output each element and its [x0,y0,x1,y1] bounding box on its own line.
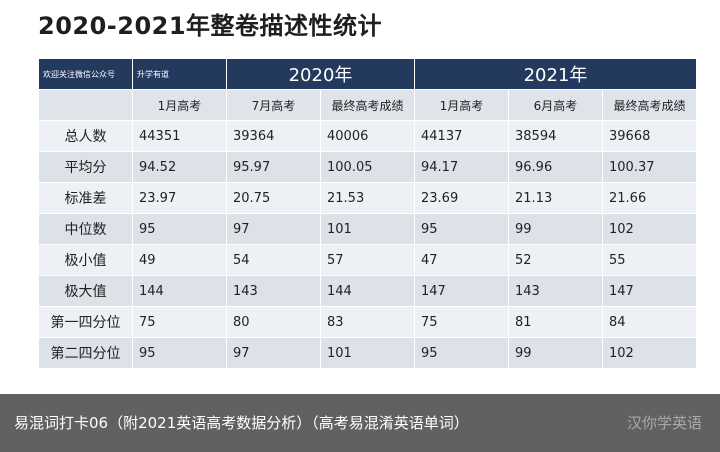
row-label: 极大值 [38,275,133,307]
table-row: 标准差 23.97 20.75 21.53 23.69 21.13 21.66 [38,182,698,214]
table-cell: 94.17 [414,151,509,183]
table-cell: 100.37 [601,151,698,183]
table-cell: 52 [508,244,603,276]
stats-table: 欢迎关注微信公众号 升学有道 2020年 2021年 1月高考 7月高考 最终高… [38,58,698,369]
table-cell: 99 [508,337,603,369]
table-cell: 96.96 [508,151,603,183]
row-label: 第二四分位 [38,337,133,369]
table-cell: 57 [320,244,415,276]
promo-right: 升学有道 [132,58,227,90]
subheader-cell [38,89,133,121]
table-row: 第一四分位 75 80 83 75 81 84 [38,306,698,338]
table-cell: 81 [508,306,603,338]
table-row: 极大值 144 143 144 147 143 147 [38,275,698,307]
table-cell: 80 [226,306,321,338]
subheader-cell: 6月高考 [508,89,603,121]
table-cell: 44137 [414,120,509,152]
subheader-cell: 最终高考成绩 [320,89,415,121]
row-label: 极小值 [38,244,133,276]
table-cell: 39364 [226,120,321,152]
table-cell: 95 [132,337,227,369]
table-cell: 75 [414,306,509,338]
table-cell: 102 [601,337,698,369]
table-cell: 40006 [320,120,415,152]
subheader-cell: 1月高考 [414,89,509,121]
year-2021-header: 2021年 [413,58,698,90]
table-cell: 147 [414,275,509,307]
table-row: 极小值 49 54 57 47 52 55 [38,244,698,276]
row-label: 标准差 [38,182,133,214]
table-cell: 21.13 [508,182,603,214]
table-cell: 84 [601,306,698,338]
table-cell: 97 [226,337,321,369]
row-label: 中位数 [38,213,133,245]
table-cell: 39668 [601,120,698,152]
promo-left: 欢迎关注微信公众号 [38,58,133,90]
table-cell: 21.66 [601,182,698,214]
table-cell: 23.97 [132,182,227,214]
table-cell: 100.05 [320,151,415,183]
row-label: 平均分 [38,151,133,183]
table-row: 中位数 95 97 101 95 99 102 [38,213,698,245]
table-cell: 101 [320,213,415,245]
watermark: 汉你学英语 [626,414,702,432]
table-body: 总人数 44351 39364 40006 44137 38594 39668 平均分 94.5… [38,120,698,369]
table-cell: 144 [320,275,415,307]
table-cell: 143 [508,275,603,307]
table-row: 第二四分位 95 97 101 95 99 102 [38,337,698,369]
subheader-cell: 7月高考 [226,89,321,121]
subheader-cell: 最终高考成绩 [601,89,698,121]
table-cell: 49 [132,244,227,276]
table-cell: 44351 [132,120,227,152]
table-cell: 38594 [508,120,603,152]
table-cell: 95 [414,213,509,245]
table-cell: 95.97 [226,151,321,183]
table-cell: 95 [414,337,509,369]
page-title: 2020-2021年整卷描述性统计 [38,12,383,40]
row-label: 第一四分位 [38,306,133,338]
row-label: 总人数 [38,120,133,152]
table-subheader-row: 1月高考 7月高考 最终高考成绩 1月高考 6月高考 最终高考成绩 [38,89,698,121]
table-cell: 21.53 [320,182,415,214]
table-cell: 75 [132,306,227,338]
table-cell: 97 [226,213,321,245]
table-cell: 94.52 [132,151,227,183]
table-cell: 47 [414,244,509,276]
table-cell: 20.75 [226,182,321,214]
subheader-cell: 1月高考 [132,89,227,121]
table-row: 平均分 94.52 95.97 100.05 94.17 96.96 100.37 [38,151,698,183]
caption-text: 易混词打卡06（附2021英语高考数据分析）（高考易混淆英语单词） [14,414,469,432]
table-cell: 55 [601,244,698,276]
table-cell: 143 [226,275,321,307]
table-cell: 147 [601,275,698,307]
table-cell: 99 [508,213,603,245]
caption-bar: 易混词打卡06（附2021英语高考数据分析）（高考易混淆英语单词） 汉你学英语 [0,394,720,452]
year-2020-header: 2020年 [226,58,415,90]
table-cell: 95 [132,213,227,245]
table-cell: 83 [320,306,415,338]
table-cell: 54 [226,244,321,276]
table-cell: 23.69 [414,182,509,214]
table-cell: 101 [320,337,415,369]
table-cell: 144 [132,275,227,307]
table-row: 总人数 44351 39364 40006 44137 38594 39668 [38,120,698,152]
table-cell: 102 [601,213,698,245]
table-banner-row: 欢迎关注微信公众号 升学有道 2020年 2021年 [38,58,698,90]
